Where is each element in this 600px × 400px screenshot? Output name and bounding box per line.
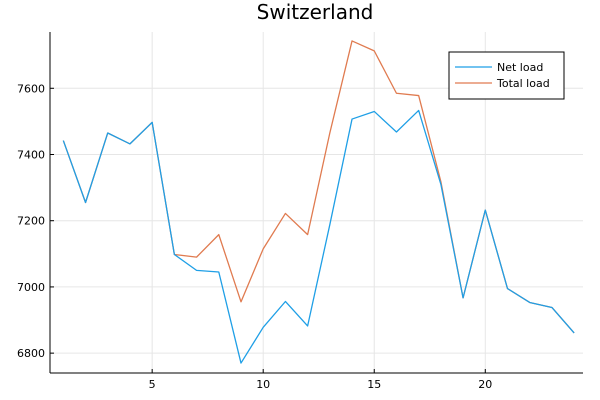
axes bbox=[49, 32, 583, 374]
y-tick-label: 6800 bbox=[17, 347, 45, 360]
x-tick-label: 15 bbox=[367, 378, 381, 391]
legend-box bbox=[448, 51, 565, 100]
series-layer bbox=[62, 40, 575, 364]
x-tick-label: 10 bbox=[256, 378, 270, 391]
y-tick-label: 7400 bbox=[17, 148, 45, 161]
y-tick-label: 7000 bbox=[17, 281, 45, 294]
x-tick-label: 20 bbox=[478, 378, 492, 391]
legend: Net load Total load bbox=[448, 51, 565, 100]
y-tick-label: 7600 bbox=[17, 82, 45, 95]
series-line-net-load bbox=[62, 109, 575, 364]
legend-label: Total load bbox=[496, 77, 550, 90]
y-tick-label: 7200 bbox=[17, 215, 45, 228]
x-tick-label: 5 bbox=[149, 378, 156, 391]
legend-label: Net load bbox=[497, 61, 543, 74]
chart-title: Switzerland bbox=[257, 0, 374, 24]
tick-labels: 5 10 15 20 6800 7000 7200 7400 7600 bbox=[17, 82, 492, 391]
